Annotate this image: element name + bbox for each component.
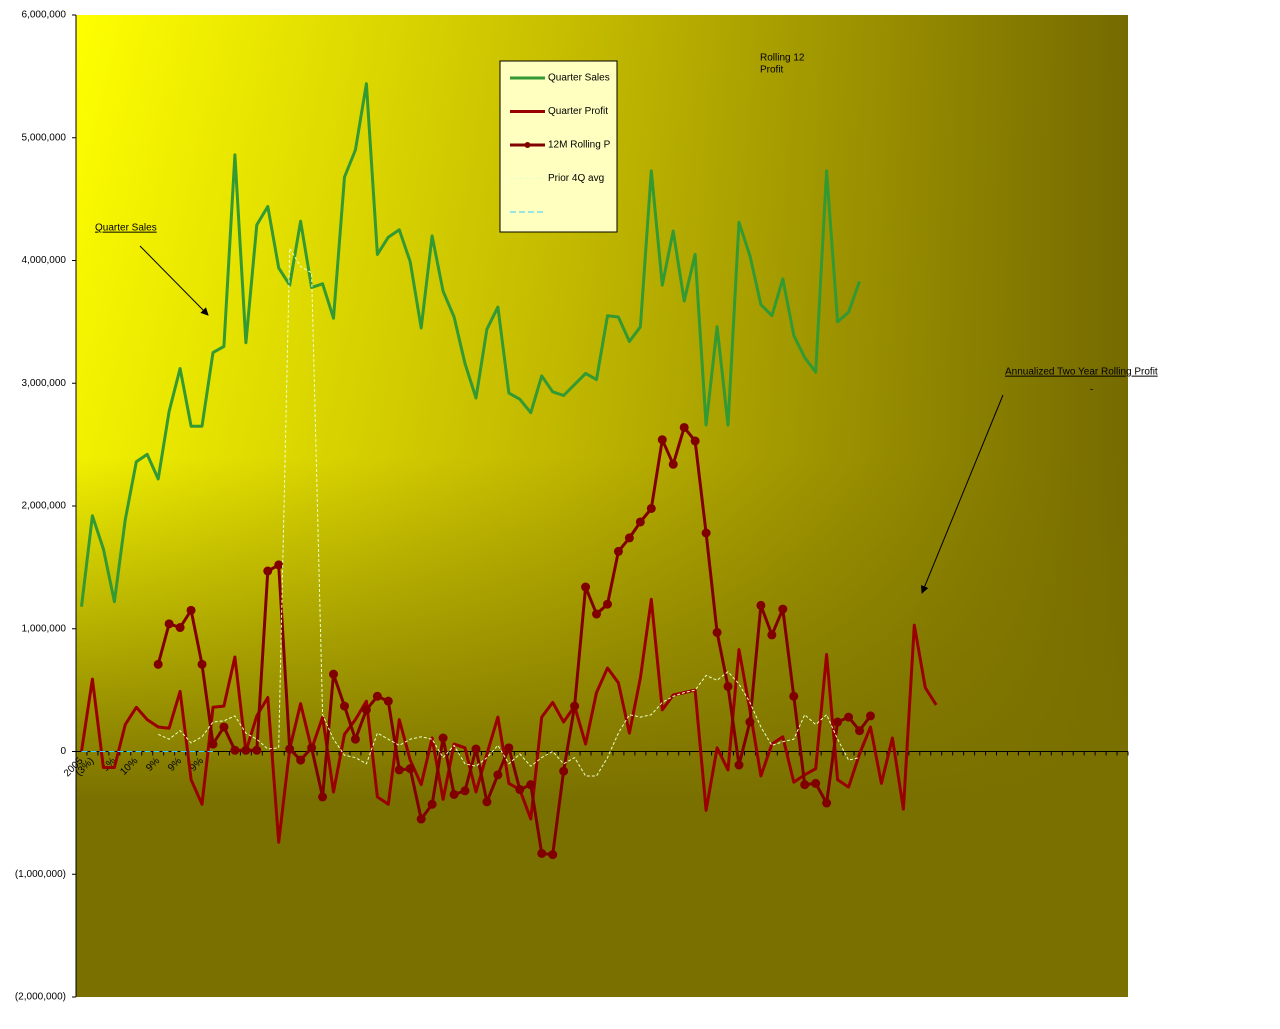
point [756, 600, 766, 610]
point [285, 744, 295, 754]
point [800, 780, 810, 790]
point [339, 701, 349, 711]
point [822, 798, 832, 808]
point [361, 705, 371, 715]
series-line [157, 247, 860, 777]
point [778, 604, 788, 614]
point [734, 760, 744, 770]
point [657, 435, 667, 445]
point [416, 814, 426, 824]
series-group [80, 82, 938, 860]
point [175, 623, 185, 633]
point [164, 619, 174, 629]
point [690, 436, 700, 446]
point [624, 533, 634, 543]
point [383, 696, 393, 706]
point [789, 691, 799, 701]
y-tick-label: (2,000,000) [15, 992, 66, 1003]
annotation: Profit [760, 65, 784, 76]
legend-label: 12M Rolling P [548, 140, 611, 151]
point [405, 764, 415, 774]
point [427, 799, 437, 809]
legend-marker [524, 142, 531, 148]
point [318, 792, 328, 802]
legend-label: Quarter Profit [548, 106, 608, 117]
point [613, 546, 623, 556]
annotation: Quarter Sales [95, 223, 157, 234]
point [723, 681, 733, 691]
annotation-arrow [920, 394, 1004, 594]
point [745, 717, 755, 727]
point [197, 659, 207, 669]
point [811, 778, 821, 788]
y-tick-label: 6,000,000 [22, 10, 67, 21]
point [515, 785, 525, 795]
point [460, 786, 470, 796]
point [602, 599, 612, 609]
point [701, 528, 711, 538]
point [274, 560, 284, 570]
annotation: - [1090, 385, 1093, 396]
point [679, 422, 689, 432]
point [548, 850, 558, 860]
point [865, 711, 875, 721]
point [394, 765, 404, 775]
point [855, 726, 865, 736]
point [307, 743, 317, 753]
point [635, 517, 645, 527]
point [581, 582, 591, 592]
point [526, 780, 536, 790]
point [559, 766, 569, 776]
point [263, 566, 273, 576]
point [350, 734, 360, 744]
annotation-arrow [139, 245, 209, 316]
point [646, 503, 656, 513]
point [482, 797, 492, 807]
y-tick-label: 5,000,000 [22, 132, 67, 143]
point [252, 745, 262, 755]
point [153, 659, 163, 669]
legend-label: Prior 4Q avg [548, 173, 604, 184]
point [537, 848, 547, 858]
point [372, 691, 382, 701]
point [219, 722, 229, 732]
y-tick-label: (1,000,000) [15, 869, 66, 880]
legend: Quarter Sales Quarter Profit 12M Rolling P… [510, 73, 611, 213]
point [449, 789, 459, 799]
point [712, 627, 722, 637]
point [471, 744, 481, 754]
y-tick-label: 2,000,000 [22, 501, 67, 512]
y-tick-label: 4,000,000 [22, 255, 67, 266]
point [438, 733, 448, 743]
point [493, 770, 503, 780]
point [186, 605, 196, 615]
annotation: Annualized Two Year Rolling Profit [1005, 367, 1158, 378]
series-line [80, 82, 861, 607]
point [241, 745, 251, 755]
point [329, 669, 339, 679]
y-tick-label: 0 [60, 746, 66, 757]
point [592, 609, 602, 619]
point [504, 743, 514, 753]
point [230, 745, 240, 755]
point [208, 739, 218, 749]
y-tick-label: 1,000,000 [22, 623, 67, 634]
point [296, 755, 306, 765]
point [668, 459, 678, 469]
legend-label: Quarter Sales [548, 73, 610, 84]
point [844, 712, 854, 722]
series-line [80, 597, 938, 844]
point [570, 701, 580, 711]
y-tick-label: 3,000,000 [22, 378, 67, 389]
annotation: Rolling 12 [760, 53, 805, 64]
point [833, 717, 843, 727]
point [767, 630, 777, 640]
